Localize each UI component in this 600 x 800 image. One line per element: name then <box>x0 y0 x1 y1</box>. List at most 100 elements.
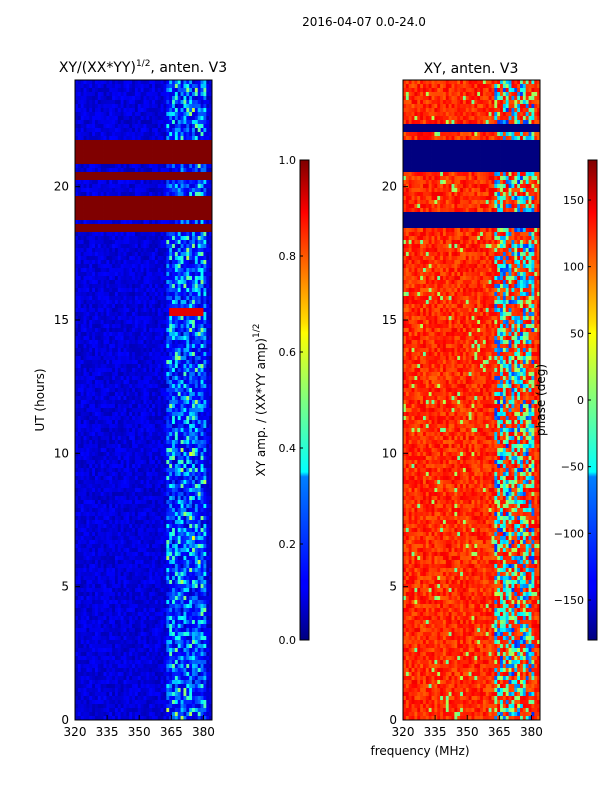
heatmap-cell <box>149 356 153 361</box>
heatmap-cell <box>134 484 139 489</box>
heatmap-cell <box>83 280 87 285</box>
heatmap-cell <box>172 420 176 425</box>
heatmap-cell <box>200 276 204 281</box>
heatmap-cell <box>154 412 159 417</box>
heatmap-cell <box>160 392 164 397</box>
heatmap-cell <box>86 124 90 129</box>
heatmap-cell <box>206 444 210 449</box>
heatmap-cell <box>157 216 162 221</box>
heatmap-cell <box>154 240 159 245</box>
heatmap-cell <box>143 380 147 385</box>
heatmap-cell <box>126 116 130 121</box>
heatmap-cell <box>189 88 193 93</box>
heatmap-cell <box>206 352 210 357</box>
heatmap-cell <box>152 172 156 177</box>
heatmap-cell <box>200 432 204 437</box>
heatmap-cell <box>94 196 99 201</box>
heatmap-cell <box>86 140 90 145</box>
heatmap-cell <box>189 380 193 385</box>
heatmap-cell <box>137 440 142 445</box>
heatmap-cell <box>75 232 79 237</box>
heatmap-cell <box>157 388 162 393</box>
heatmap-cell <box>86 480 90 485</box>
heatmap-cell <box>137 252 142 257</box>
heatmap-cell <box>209 320 213 325</box>
heatmap-cell <box>92 212 96 217</box>
heatmap-cell <box>106 168 110 173</box>
heatmap-cell <box>177 256 181 261</box>
heatmap-cell <box>126 244 130 249</box>
heatmap-cell <box>89 396 93 401</box>
heatmap-cell <box>83 228 87 233</box>
heatmap-cell <box>180 416 184 421</box>
heatmap-cell <box>114 176 119 181</box>
heatmap-cell <box>103 220 107 225</box>
heatmap-cell <box>149 228 153 233</box>
heatmap-cell <box>192 152 196 157</box>
heatmap-cell <box>114 456 119 461</box>
heatmap-cell <box>192 408 196 413</box>
heatmap-cell <box>80 292 84 297</box>
heatmap-cell <box>109 120 113 125</box>
heatmap-cell <box>109 460 113 465</box>
heatmap-cell <box>103 492 107 497</box>
heatmap-cell <box>163 356 167 361</box>
heatmap-cell <box>75 424 79 429</box>
heatmap-cell <box>123 476 127 481</box>
heatmap-cell <box>97 328 102 333</box>
heatmap-cell <box>129 464 133 469</box>
heatmap-cell <box>203 192 207 197</box>
heatmap-cell <box>200 284 204 289</box>
heatmap-cell <box>177 336 181 341</box>
heatmap-cell <box>134 176 139 181</box>
heatmap-cell <box>132 88 136 93</box>
heatmap-cell <box>180 292 184 297</box>
heatmap-cell <box>134 436 139 441</box>
heatmap-cell <box>77 428 82 433</box>
heatmap-cell <box>75 116 79 121</box>
heatmap-cell <box>94 104 99 109</box>
heatmap-cell <box>132 128 136 133</box>
heatmap-cell <box>117 116 122 121</box>
heatmap-cell <box>186 448 190 453</box>
heatmap-cell <box>200 288 204 293</box>
heatmap-cell <box>149 432 153 437</box>
heatmap-cell <box>80 152 84 157</box>
heatmap-cell <box>192 428 196 433</box>
heatmap-cell <box>100 156 104 161</box>
heatmap-cell <box>189 160 193 165</box>
heatmap-cell <box>83 448 87 453</box>
heatmap-cell <box>143 120 147 125</box>
heatmap-cell <box>146 188 150 193</box>
heatmap-cell <box>180 480 184 485</box>
heatmap-cell <box>129 100 133 105</box>
heatmap-cell <box>177 156 181 161</box>
heatmap-cell <box>197 400 201 405</box>
heatmap-cell <box>114 352 119 357</box>
heatmap-cell <box>157 296 162 301</box>
heatmap-cell <box>97 272 102 277</box>
heatmap-cell <box>169 480 173 485</box>
heatmap-cell <box>120 256 124 261</box>
heatmap-cell <box>157 488 162 493</box>
heatmap-cell <box>137 192 142 197</box>
heatmap-cell <box>112 292 116 297</box>
heatmap-cell <box>160 492 164 497</box>
heatmap-cell <box>123 452 127 457</box>
heatmap-cell <box>86 216 90 221</box>
heatmap-cell <box>203 308 207 313</box>
heatmap-cell <box>169 172 173 177</box>
heatmap-cell <box>112 324 116 329</box>
heatmap-cell <box>94 236 99 241</box>
heatmap-cell <box>183 332 187 337</box>
heatmap-cell <box>206 312 210 317</box>
heatmap-cell <box>180 80 184 85</box>
heatmap-cell <box>109 224 113 229</box>
heatmap-cell <box>200 300 204 305</box>
heatmap-cell <box>149 120 153 125</box>
heatmap-cell <box>109 100 113 105</box>
heatmap-cell <box>163 388 167 393</box>
heatmap-cell <box>197 272 201 277</box>
heatmap-cell <box>189 320 193 325</box>
heatmap-cell <box>120 272 124 277</box>
